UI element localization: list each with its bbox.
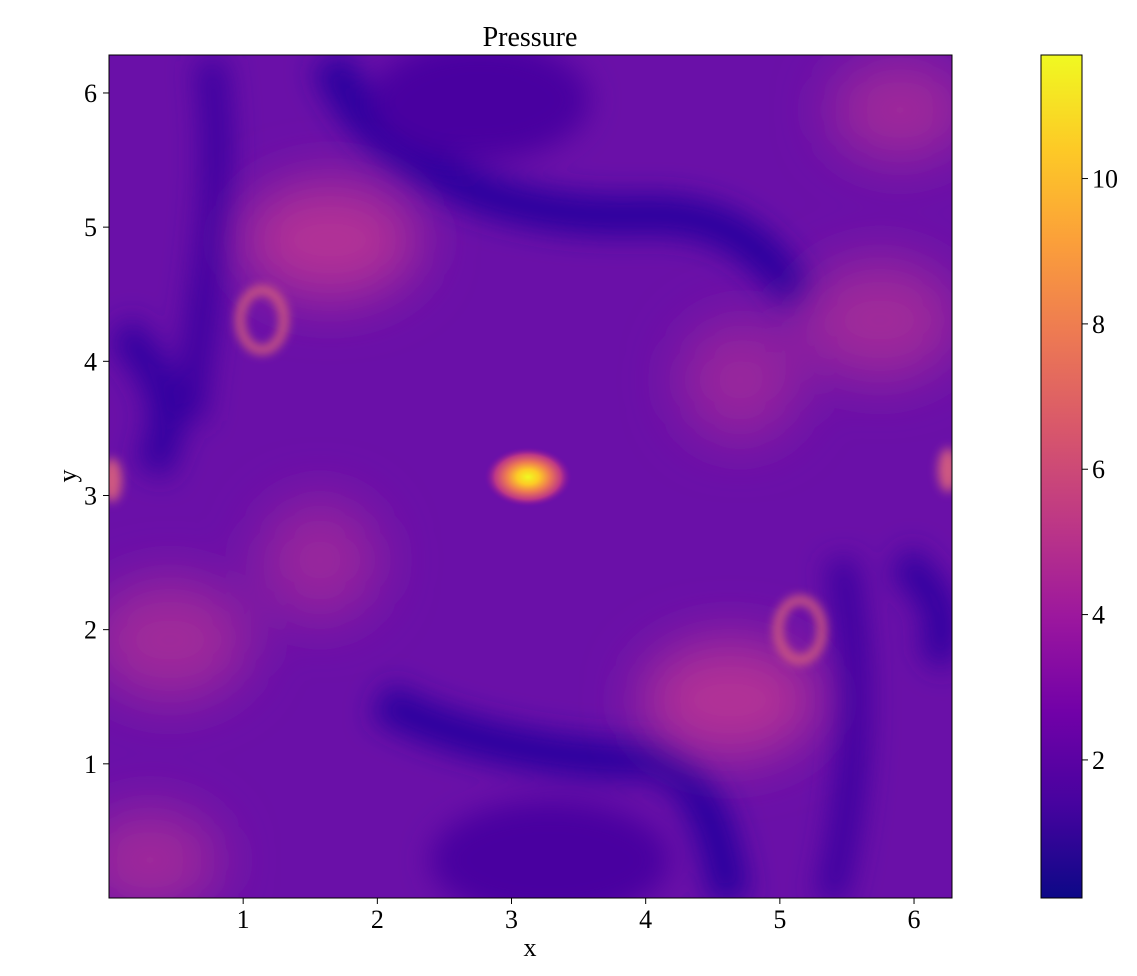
colorbar-tick-label: 8 (1092, 310, 1105, 339)
heatmap-field (109, 55, 952, 898)
colorbar-tick-label: 4 (1092, 601, 1105, 630)
x-tick-label: 1 (237, 905, 250, 934)
colorbar-tick-label: 6 (1092, 455, 1105, 484)
heatmap-hot-spot (484, 447, 572, 507)
y-tick-label: 3 (84, 481, 97, 510)
colorbar-tick-label: 2 (1092, 746, 1105, 775)
heatmap-dark-bands (109, 55, 952, 898)
y-tick-label: 1 (84, 750, 97, 779)
y-tick-label: 4 (84, 347, 97, 376)
x-axis: 1 2 3 4 5 6 (237, 898, 921, 934)
x-axis-label: x (524, 933, 537, 962)
heatmap-vortices (109, 286, 952, 664)
y-tick-label: 5 (84, 213, 97, 242)
heatmap-light-regions (109, 60, 952, 898)
x-tick-label: 4 (639, 905, 652, 934)
x-tick-label: 2 (371, 905, 384, 934)
y-axis: 1 2 3 4 5 6 (84, 79, 109, 779)
x-tick-label: 3 (505, 905, 518, 934)
plot-frame (108, 54, 953, 899)
y-tick-label: 2 (84, 616, 97, 645)
x-tick-label: 5 (773, 905, 786, 934)
colorbar-axis: 2 4 6 8 10 (1082, 165, 1118, 775)
x-tick-label: 6 (908, 905, 921, 934)
y-axis-label: y (53, 470, 82, 483)
colorbar (1040, 54, 1083, 899)
y-tick-label: 6 (84, 79, 97, 108)
colorbar-tick-label: 10 (1092, 165, 1118, 194)
chart-title: Pressure (483, 22, 578, 53)
